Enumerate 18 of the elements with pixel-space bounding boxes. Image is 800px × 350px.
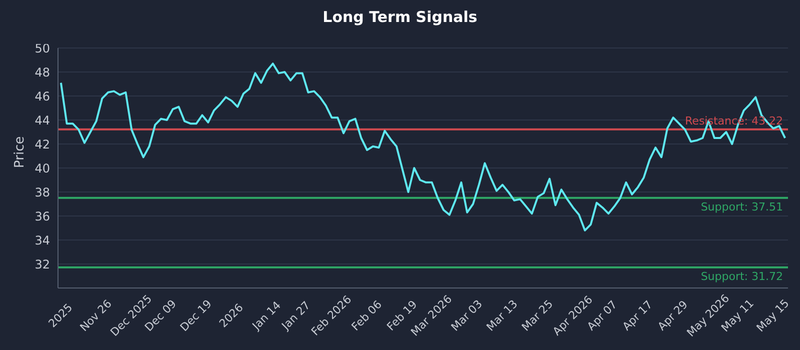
y-tick-label: 44 bbox=[34, 113, 50, 128]
y-axis-title: Price bbox=[12, 136, 28, 168]
line-series bbox=[60, 62, 786, 232]
y-tick-label: 38 bbox=[34, 185, 50, 200]
y-tick-label: 34 bbox=[34, 233, 50, 248]
y-tick-label: 32 bbox=[34, 257, 50, 272]
y-tick-label: 36 bbox=[34, 209, 50, 224]
y-tick-label: 42 bbox=[34, 137, 50, 152]
chart-title: Long Term Signals bbox=[322, 8, 478, 26]
y-tick-label: 48 bbox=[34, 65, 50, 80]
y-tick-label: 46 bbox=[34, 89, 50, 104]
x-tick-label: Apr 17 bbox=[620, 298, 656, 334]
ref-line-label: Support: 31.72 bbox=[700, 270, 783, 284]
x-tick-label: Mar 13 bbox=[484, 298, 520, 334]
ref-line-label: Support: 37.51 bbox=[700, 200, 783, 214]
y-tick-label: 40 bbox=[34, 161, 50, 176]
x-tick-label: Dec 19 bbox=[178, 297, 214, 334]
x-tick-label: Feb 06 bbox=[349, 298, 384, 334]
